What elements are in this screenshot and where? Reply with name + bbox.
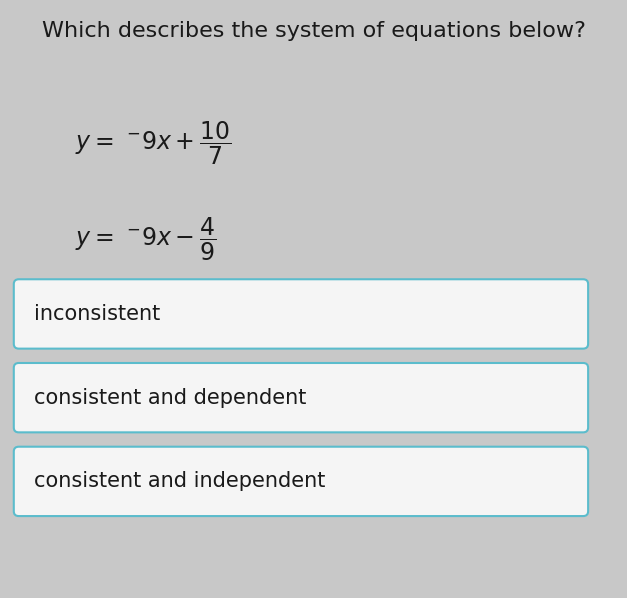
FancyBboxPatch shape [14, 363, 588, 432]
Text: $y = \ ^{-}9x - \dfrac{4}{9}$: $y = \ ^{-}9x - \dfrac{4}{9}$ [75, 215, 216, 263]
FancyBboxPatch shape [14, 447, 588, 516]
FancyBboxPatch shape [14, 279, 588, 349]
Text: inconsistent: inconsistent [34, 304, 161, 324]
Text: Which describes the system of equations below?: Which describes the system of equations … [41, 21, 586, 41]
Text: consistent and dependent: consistent and dependent [34, 388, 307, 408]
Text: consistent and independent: consistent and independent [34, 471, 326, 492]
Text: $y = \ ^{-}9x + \dfrac{10}{7}$: $y = \ ^{-}9x + \dfrac{10}{7}$ [75, 120, 231, 167]
